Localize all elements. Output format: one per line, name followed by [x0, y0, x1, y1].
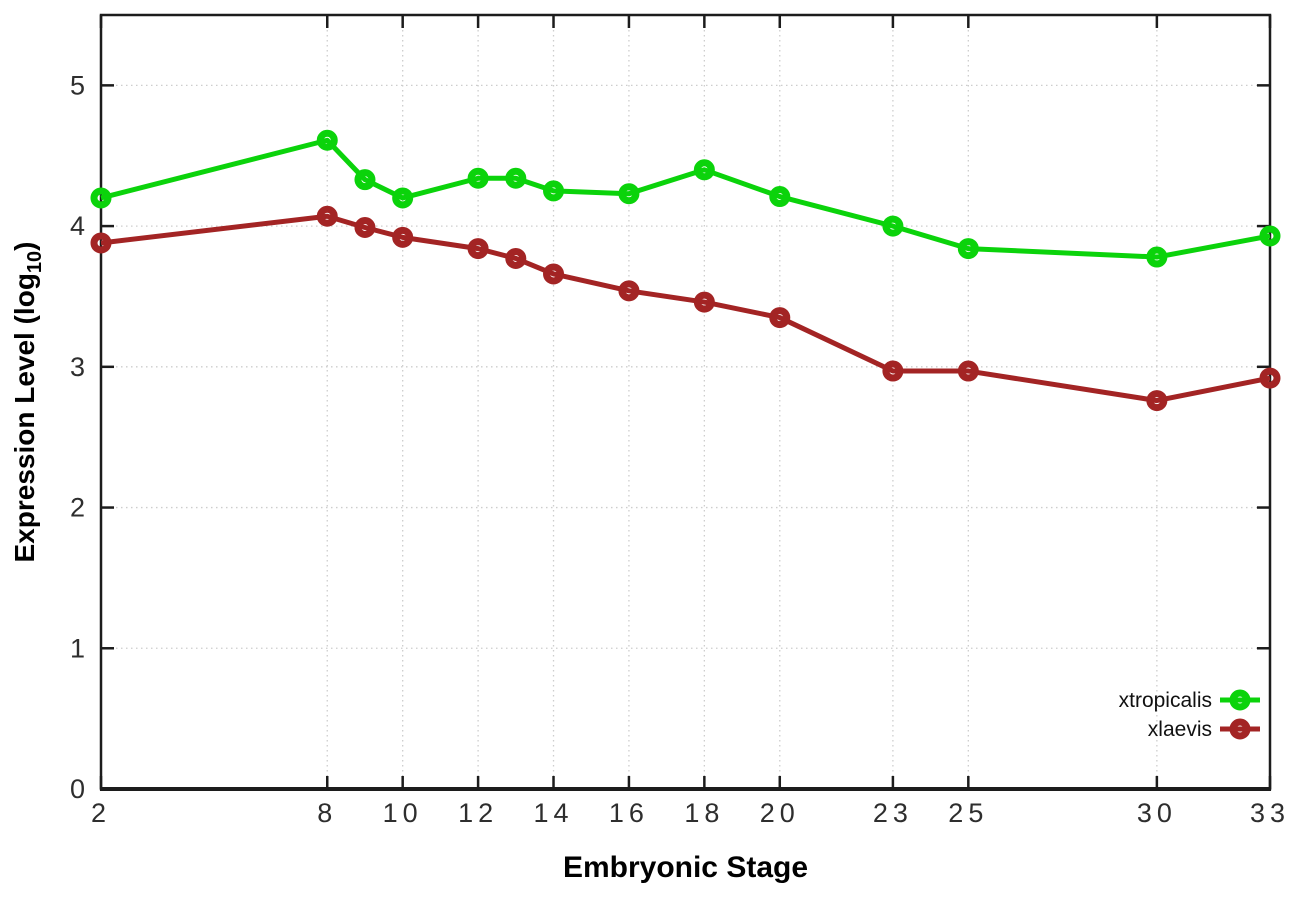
legend: xtropicalis xlaevis: [1119, 689, 1260, 741]
y-tick-label: 5: [70, 70, 90, 100]
axes: [99, 13, 1272, 791]
data-point-marker: [693, 291, 715, 313]
data-point-marker: [882, 360, 904, 382]
x-tick-label: 20: [760, 798, 800, 828]
data-point-marker: [1146, 390, 1168, 412]
x-axis-title: Embryonic Stage: [563, 851, 808, 884]
data-point-marker: [354, 169, 376, 191]
y-axis-title: Expression Level (log10): [9, 242, 46, 563]
x-tick-label: 14: [533, 798, 573, 828]
data-point-marker: [467, 238, 489, 260]
data-point-marker: [618, 280, 640, 302]
data-point-marker: [90, 232, 112, 254]
y-tick-label: 1: [70, 633, 90, 663]
series-line: [100, 213, 1271, 404]
data-point-marker: [90, 187, 112, 209]
gridlines: [100, 15, 1271, 790]
legend-sample-marker: [1229, 689, 1251, 711]
x-tick-label: 30: [1137, 798, 1177, 828]
data-point-marker: [467, 167, 489, 189]
plot-border: [99, 13, 1272, 791]
series-xlaevis: [90, 205, 1281, 412]
data-point-marker: [505, 247, 527, 269]
x-tick-label: 18: [684, 798, 724, 828]
y-tick-label: 0: [70, 774, 90, 804]
legend-label-xtropicalis: xtropicalis: [1119, 689, 1212, 712]
series-line: [100, 137, 1271, 260]
x-tick-label: 10: [383, 798, 423, 828]
series-xtropicalis: [90, 129, 1281, 268]
data-point-marker: [316, 205, 338, 227]
x-tick-label: 8: [317, 798, 337, 828]
data-point-marker: [1259, 367, 1281, 389]
data-point-marker: [543, 263, 565, 285]
data-point-marker: [543, 180, 565, 202]
data-point-marker: [618, 183, 640, 205]
data-point-marker: [769, 307, 791, 329]
data-point-marker: [769, 186, 791, 208]
data-point-marker: [354, 216, 376, 238]
x-tick-label: 23: [873, 798, 913, 828]
data-point-marker: [316, 129, 338, 151]
data-point-marker: [1259, 225, 1281, 247]
legend-label-xlaevis: xlaevis: [1148, 718, 1212, 741]
y-tick-label: 3: [70, 352, 90, 382]
data-point-marker: [1146, 246, 1168, 268]
data-point-marker: [957, 238, 979, 260]
data-point-marker: [693, 159, 715, 181]
legend-sample-marker: [1229, 718, 1251, 740]
data-point-marker: [392, 226, 414, 248]
data-point-marker: [957, 360, 979, 382]
y-tick-label: 2: [70, 493, 90, 523]
data-point-marker: [882, 215, 904, 237]
x-tick-label: 12: [458, 798, 498, 828]
data-point-marker: [505, 167, 527, 189]
x-tick-label: 33: [1250, 798, 1290, 828]
data-point-marker: [392, 187, 414, 209]
x-tick-label: 2: [91, 798, 111, 828]
x-tick-label: 25: [948, 798, 988, 828]
x-tick-label: 16: [609, 798, 649, 828]
y-tick-label: 4: [70, 211, 90, 241]
